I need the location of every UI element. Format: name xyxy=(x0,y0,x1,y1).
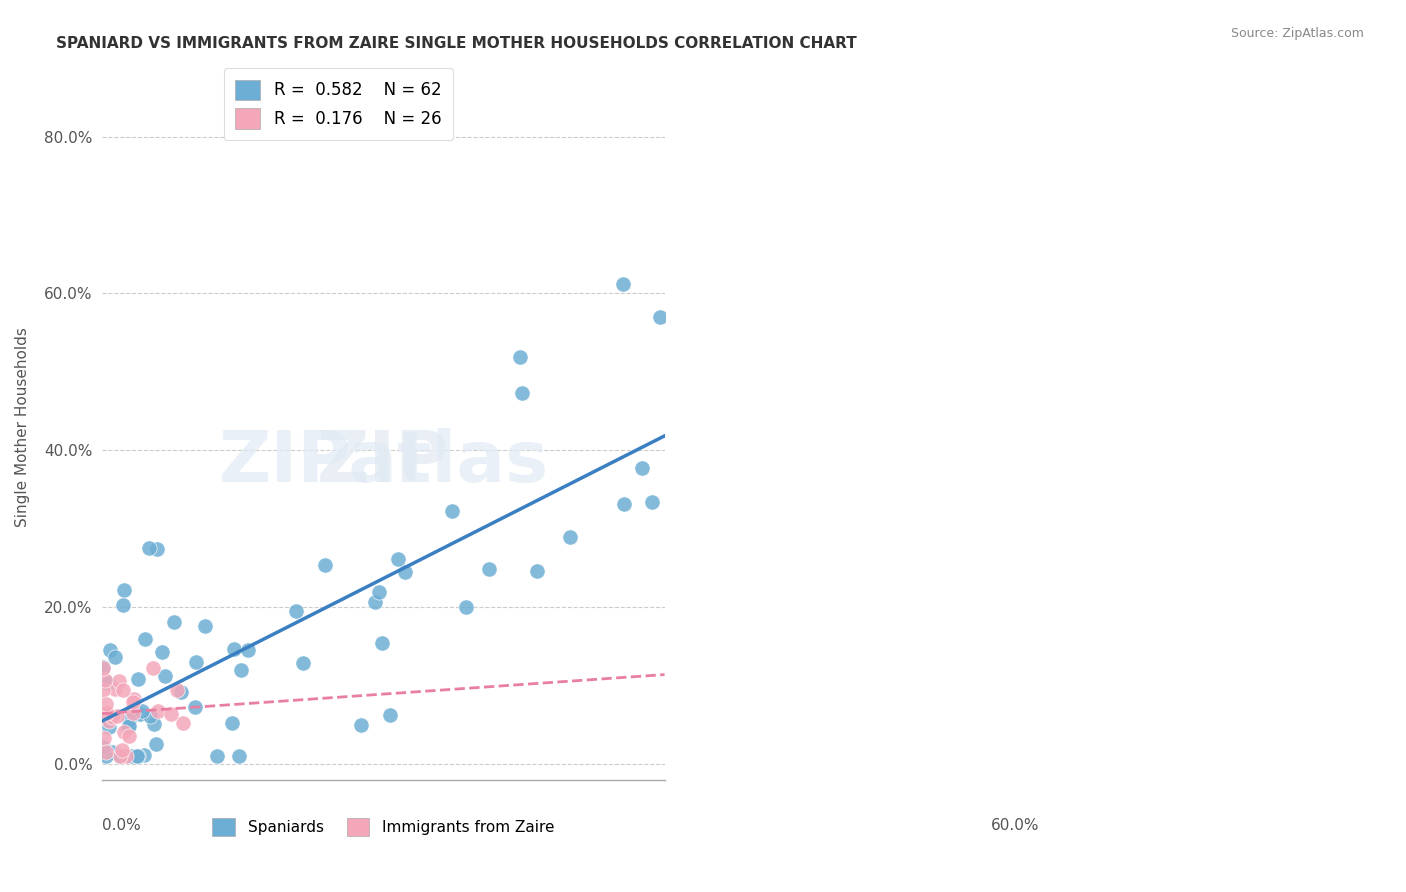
Point xyxy=(93,731,115,746)
Point xyxy=(142,716,165,731)
Point xyxy=(153,669,176,683)
Point xyxy=(378,707,401,722)
Point xyxy=(184,655,207,669)
Point xyxy=(222,641,245,656)
Point xyxy=(160,706,183,721)
Point xyxy=(120,749,142,764)
Point xyxy=(97,676,120,690)
Point xyxy=(139,709,162,723)
Point xyxy=(145,737,167,751)
Legend: R =  0.582    N = 62, R =  0.176    N = 26: R = 0.582 N = 62, R = 0.176 N = 26 xyxy=(224,68,453,140)
Point xyxy=(284,604,307,618)
Point xyxy=(112,599,135,613)
Point xyxy=(166,683,188,698)
Point xyxy=(112,583,135,598)
Point xyxy=(364,595,387,609)
Point xyxy=(94,697,117,711)
Point xyxy=(122,692,145,706)
Point xyxy=(640,494,662,508)
Point xyxy=(108,749,131,764)
Point xyxy=(205,749,228,764)
Point xyxy=(101,710,124,724)
Point xyxy=(112,725,135,739)
Point xyxy=(118,719,141,733)
Point xyxy=(146,542,169,557)
Point xyxy=(648,310,671,325)
Point xyxy=(131,704,153,718)
Point xyxy=(291,656,314,670)
Point xyxy=(509,350,531,364)
Text: ZIPatlas: ZIPatlas xyxy=(218,427,548,497)
Point xyxy=(112,682,135,697)
Point xyxy=(100,643,122,657)
Point xyxy=(350,718,373,732)
Point xyxy=(122,706,145,720)
Point xyxy=(150,645,173,659)
Point xyxy=(510,386,533,401)
Point xyxy=(94,749,117,764)
Point xyxy=(194,618,217,632)
Point xyxy=(170,685,193,699)
Point xyxy=(91,683,114,698)
Point xyxy=(314,558,336,572)
Point xyxy=(134,748,156,763)
Text: Source: ZipAtlas.com: Source: ZipAtlas.com xyxy=(1230,27,1364,40)
Point xyxy=(228,749,250,764)
Point xyxy=(172,716,194,731)
Point xyxy=(100,745,122,759)
Point xyxy=(526,564,548,578)
Point xyxy=(127,673,149,687)
Point xyxy=(97,714,120,728)
Point xyxy=(142,661,165,675)
Text: ZIP: ZIP xyxy=(318,427,450,497)
Point xyxy=(91,739,114,754)
Point xyxy=(104,649,127,664)
Point xyxy=(107,674,129,689)
Point xyxy=(134,632,156,647)
Point xyxy=(118,713,141,727)
Point xyxy=(128,707,150,722)
Point xyxy=(630,460,652,475)
Point xyxy=(98,720,121,734)
Point xyxy=(94,673,117,687)
Point xyxy=(454,599,477,614)
Point xyxy=(387,552,409,566)
Y-axis label: Single Mother Households: Single Mother Households xyxy=(15,326,30,526)
Point xyxy=(125,749,148,764)
Text: SPANIARD VS IMMIGRANTS FROM ZAIRE SINGLE MOTHER HOUSEHOLDS CORRELATION CHART: SPANIARD VS IMMIGRANTS FROM ZAIRE SINGLE… xyxy=(56,36,858,51)
Point xyxy=(163,615,186,629)
Point xyxy=(96,745,118,759)
Point xyxy=(105,708,128,723)
Point xyxy=(127,749,149,764)
Point xyxy=(118,729,141,743)
Point xyxy=(371,636,394,650)
Point xyxy=(441,503,464,517)
Point xyxy=(394,565,416,579)
Text: 60.0%: 60.0% xyxy=(991,819,1039,833)
Point xyxy=(111,743,134,757)
Point xyxy=(368,584,391,599)
Point xyxy=(108,749,131,764)
Point xyxy=(184,700,207,714)
Point xyxy=(146,704,169,718)
Point xyxy=(103,681,125,696)
Point xyxy=(221,715,243,730)
Point xyxy=(138,541,160,556)
Point xyxy=(91,661,114,675)
Point xyxy=(91,659,114,673)
Point xyxy=(229,663,252,677)
Point xyxy=(117,720,139,734)
Text: 0.0%: 0.0% xyxy=(103,819,141,833)
Point xyxy=(613,497,636,511)
Point xyxy=(612,277,634,292)
Point xyxy=(236,643,259,657)
Point xyxy=(96,706,118,720)
Point xyxy=(478,561,501,575)
Point xyxy=(115,749,138,764)
Point xyxy=(121,695,143,709)
Point xyxy=(560,530,582,544)
